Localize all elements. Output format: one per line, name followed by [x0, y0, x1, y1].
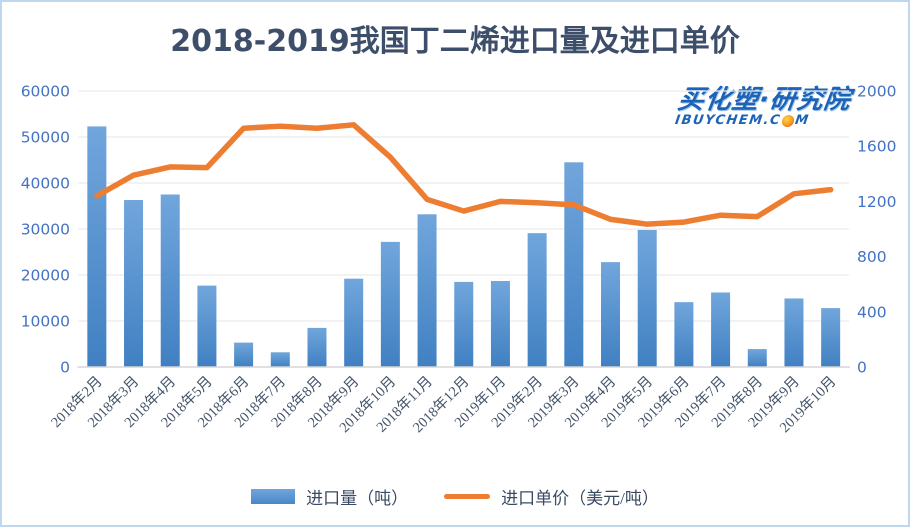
volume-bar: [417, 214, 437, 367]
left-axis-label: 50000: [21, 129, 70, 147]
volume-bar: [637, 229, 657, 367]
volume-bar: [87, 126, 107, 367]
volume-bar: [234, 342, 254, 367]
chart-legend: 进口量（吨） 进口单价（美元/吨）: [2, 481, 908, 511]
legend-volume-swatch: [251, 488, 296, 504]
right-axis-label: 800: [857, 248, 887, 266]
volume-bar: [307, 327, 327, 367]
volume-bar: [784, 298, 804, 367]
volume-bar: [821, 308, 841, 367]
volume-bar: [711, 292, 731, 367]
volume-bar: [674, 302, 694, 367]
volume-bar: [197, 285, 217, 367]
volume-bar: [601, 262, 621, 367]
volume-bar: [380, 241, 400, 367]
volume-bar: [527, 233, 547, 367]
legend-price-label: 进口单价（美元/吨）: [501, 488, 659, 508]
right-axis-label: 1200: [857, 193, 896, 211]
left-axis-label: 20000: [21, 267, 70, 285]
volume-bar: [160, 194, 180, 367]
right-axis-label: 400: [857, 303, 887, 321]
left-axis-label: 60000: [21, 83, 70, 101]
chart-title: 2018-2019我国丁二烯进口量及进口单价: [170, 24, 740, 59]
price-line: [94, 122, 834, 227]
volume-bar: [564, 162, 584, 367]
left-axis-label: 40000: [21, 175, 70, 193]
volume-bar: [124, 200, 144, 367]
combo-chart-canvas: 0 10000 20000 30000 40000 50000 60000 0 400 800 12…: [21, 83, 897, 437]
left-axis-label: 10000: [21, 313, 70, 331]
left-axis-label: 0: [60, 359, 70, 377]
legend-price-swatch: [444, 493, 491, 499]
volume-bar: [344, 278, 364, 367]
volume-bar: [454, 281, 474, 367]
volume-bar: [270, 352, 290, 367]
right-axis-label: 2000: [857, 83, 896, 101]
volume-bar: [747, 349, 767, 367]
legend-volume-label: 进口量（吨）: [306, 488, 409, 508]
left-axis-label: 30000: [21, 221, 70, 239]
volume-bar: [490, 280, 510, 367]
right-axis-label: 0: [857, 359, 867, 377]
right-axis-label: 1600: [857, 138, 896, 156]
